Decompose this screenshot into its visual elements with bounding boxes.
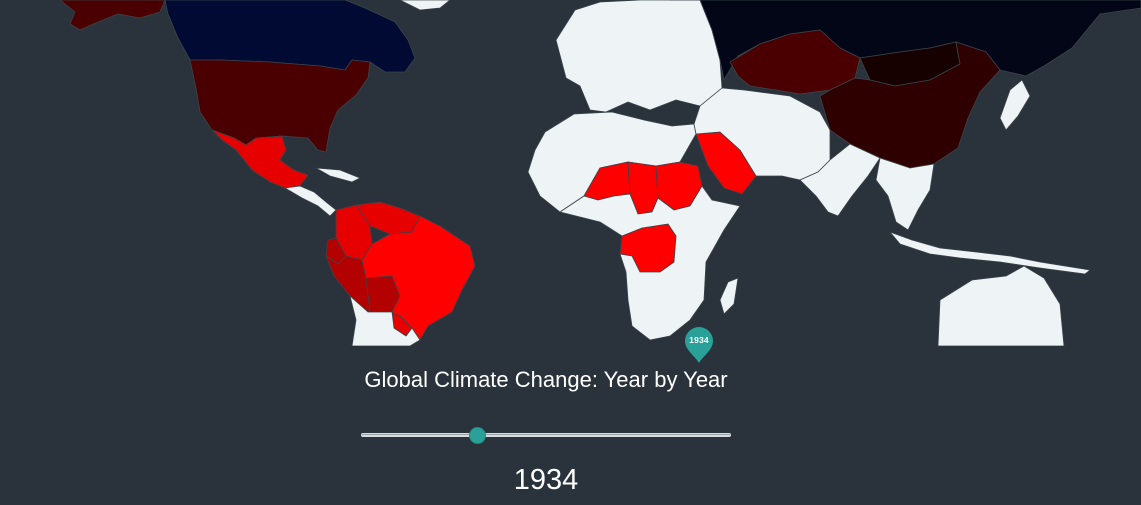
- map-region-japan[interactable]: Japan: [999, 79, 1031, 131]
- map-region-indonesia[interactable]: Indonesia: [889, 231, 1091, 275]
- map-region-india[interactable]: India: [799, 143, 881, 217]
- map-region-central-america[interactable]: Central America: [284, 185, 337, 217]
- map-pin-icon: [685, 327, 713, 363]
- map-region-brazil[interactable]: Brazil: [361, 215, 476, 341]
- map-region-southern-south-america[interactable]: Southern South America: [349, 295, 421, 346]
- year-slider[interactable]: [361, 428, 731, 443]
- map-region-southeast-asia[interactable]: Southeast Asia: [875, 157, 935, 231]
- choropleth-map: Alaska Canada Greenland United States Me…: [59, 0, 1141, 346]
- world-map: Alaska Canada Greenland United States Me…: [59, 0, 1141, 346]
- page-title: Global Climate Change: Year by Year: [364, 367, 728, 392]
- map-region-cuba[interactable]: Cuba: [315, 167, 361, 183]
- current-year: 1934: [513, 464, 579, 496]
- slider-thumb[interactable]: [470, 428, 486, 443]
- year-marker-label: 1934: [689, 335, 709, 345]
- map-region-madagascar[interactable]: Madagascar: [719, 277, 739, 315]
- map-region-alaska[interactable]: Alaska: [59, 0, 166, 31]
- map-region-southern-africa[interactable]: Southern Africa: [559, 185, 741, 341]
- map-region-greenland[interactable]: Greenland: [399, 0, 451, 11]
- slider-track[interactable]: [361, 433, 731, 437]
- year-marker: 1934: [683, 326, 715, 364]
- map-region-australia[interactable]: Australia: [937, 265, 1065, 346]
- map-region-mexico[interactable]: Mexico: [211, 129, 309, 189]
- map-region-europe[interactable]: Europe: [555, 0, 723, 113]
